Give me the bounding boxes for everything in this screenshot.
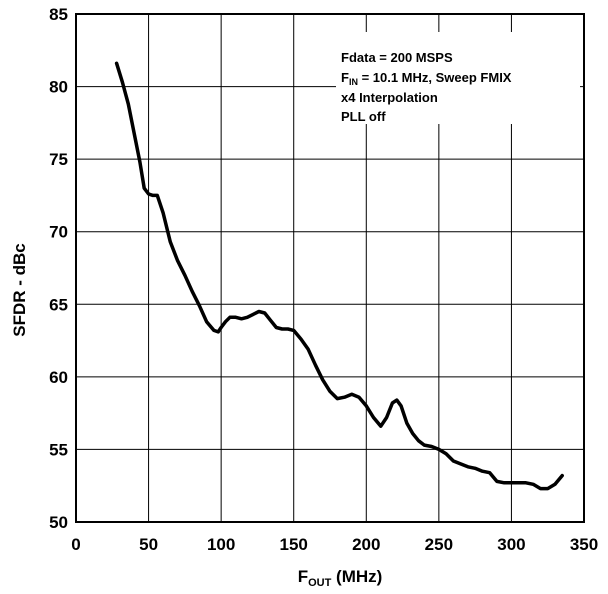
y-tick-label: 80 [49, 78, 68, 97]
annotation-line-4: PLL off [341, 109, 386, 124]
annotation-line-2-rest: = 10.1 MHz, Sweep FMIX [358, 70, 512, 85]
annotation-line-1: Fdata = 200 MSPS [341, 50, 453, 65]
annotation-background [336, 32, 580, 124]
annotation-box: Fdata = 200 MSPS FIN = 10.1 MHz, Sweep F… [336, 32, 580, 124]
x-axis-title: FOUT (MHz) [298, 567, 383, 589]
x-tick-label: 100 [207, 535, 235, 554]
x-tick-labels: 0 50 100 150 200 250 300 350 [71, 535, 598, 554]
series-group [114, 61, 564, 491]
y-tick-label: 70 [49, 223, 68, 242]
annotation-line-3: x4 Interpolation [341, 90, 438, 105]
x-tick-label: 0 [71, 535, 80, 554]
x-tick-label: 200 [352, 535, 380, 554]
x-tick-label: 350 [570, 535, 598, 554]
y-tick-label: 50 [49, 513, 68, 532]
y-tick-label: 55 [49, 440, 68, 459]
y-tick-label: 60 [49, 368, 68, 387]
y-tick-label: 75 [49, 150, 68, 169]
x-axis-title-main: F [298, 567, 308, 586]
series-line [114, 61, 564, 491]
y-tick-labels: 50 55 60 65 70 75 80 85 [49, 5, 68, 532]
y-tick-label: 65 [49, 295, 68, 314]
x-tick-label: 50 [139, 535, 158, 554]
plot-frame [75, 13, 585, 523]
x-tick-label: 300 [497, 535, 525, 554]
x-axis-title-rest: (MHz) [331, 567, 382, 586]
annotation-line-2-main: F [341, 70, 349, 85]
x-axis-title-sub: OUT [308, 577, 332, 589]
y-axis-title: SFDR - dBc [10, 243, 29, 337]
x-tick-label: 150 [280, 535, 308, 554]
annotation-line-2-sub: IN [349, 77, 358, 87]
y-tick-label: 85 [49, 5, 68, 24]
x-tick-label: 250 [425, 535, 453, 554]
annotation-line-2: FIN = 10.1 MHz, Sweep FMIX [341, 70, 512, 87]
